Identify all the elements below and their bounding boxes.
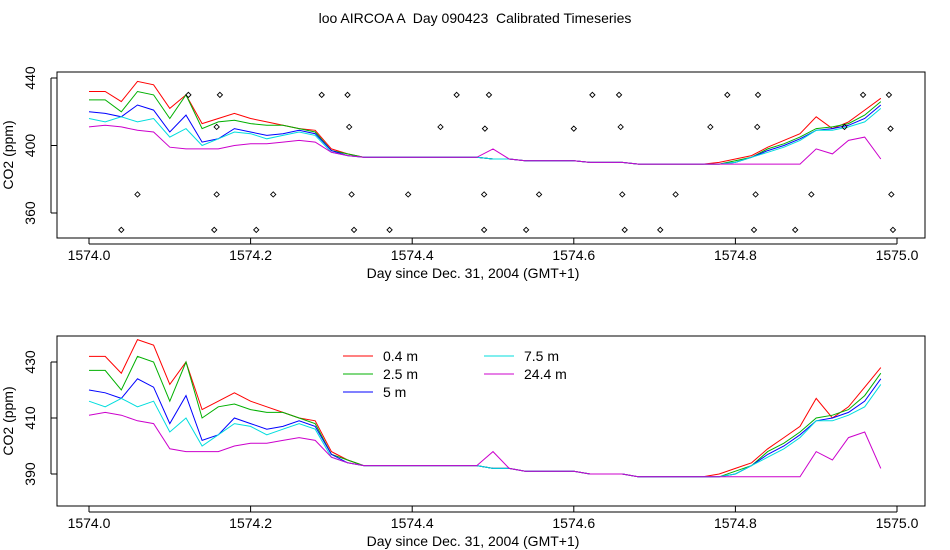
x-tick-label: 1574.2 [229,247,272,263]
x-tick-label: 1574.6 [552,247,595,263]
bottom-panel: 1574.0 1574.2 1574.4 1574.6 1574.8 1575.0 Day … [0,335,926,549]
scatter-point [859,91,867,99]
scatter-point [707,123,714,131]
scatter-point [888,191,895,198]
scatter-point [216,91,224,99]
scatter-point [589,91,596,99]
scatter-point [480,191,488,198]
series-line-7-5-m [88,384,882,478]
scatter-point [570,125,578,132]
x-tick-label: 1574.0 [68,515,111,531]
scatter-point [269,191,277,198]
scatter-point [386,226,393,234]
scatter-point [619,191,626,198]
series-line-5-m [88,378,882,478]
scatter-point [318,91,325,99]
scatter-point [213,191,220,198]
scatter-point [350,226,358,234]
scatter-point [887,125,894,132]
scatter-point [621,226,628,234]
scatter-point [437,123,444,131]
y-tick-label: 430 [22,350,38,374]
plot-frame [56,335,926,507]
x-tick-label: 1574.8 [714,247,757,263]
scatter-point [344,91,351,99]
series-group [88,338,882,478]
x-tick-label: 1575.0 [876,515,919,531]
y-tick-label: 400 [22,134,38,158]
scatter-point [253,226,260,234]
scatter-point [808,191,815,198]
legend-label-24-4-m: 24.4 m [524,366,567,382]
top-panel: 1574.0 1574.2 1574.4 1574.6 1574.8 1575.0 Day … [0,66,926,281]
x-tick-label: 1575.0 [876,247,919,263]
scatter-point [672,191,679,198]
series-line-24-4-m [88,124,882,165]
scatter-point [522,226,530,234]
x-tick-label: 1574.4 [391,247,434,263]
legend-label-5-m: 5 m [383,384,406,400]
x-tick-label: 1574.2 [229,515,272,531]
scatter-point [118,226,125,234]
series-line-7-5-m [88,108,882,165]
x-tick-label: 1574.4 [391,515,434,531]
y-axis-label: CO2 (ppm) [0,120,16,189]
y-tick-label: 390 [22,462,38,486]
scatter-point [480,226,488,234]
series-group [88,80,882,165]
scatter-point [348,191,355,198]
legend-label-7-5-m: 7.5 m [524,348,559,364]
y-axis-label: CO2 (ppm) [0,386,16,455]
scatter-point [453,91,460,99]
series-line-5-m [88,104,882,165]
chart-title: loo AIRCOA A Day 090423 Calibrated Times… [318,10,632,26]
scatter-point [889,226,897,234]
legend-label-0-4-m: 0.4 m [383,348,418,364]
plot-frame [56,71,926,239]
scatter-point [481,125,489,132]
scatter-point [485,91,493,99]
scatter-point [211,226,218,234]
scatter-point [657,226,664,234]
x-tick-label: 1574.8 [714,515,757,531]
scatter-point [615,91,623,99]
scatter-point [213,123,220,131]
x-tick-label: 1574.0 [68,247,111,263]
x-axis-label: Day since Dec. 31, 2004 (GMT+1) [367,265,580,281]
scatter-point [885,91,893,99]
x-axis-label: Day since Dec. 31, 2004 (GMT+1) [367,533,580,549]
y-tick-label: 410 [22,406,38,430]
scatter-point [535,191,543,198]
scatter-point [753,123,761,131]
scatter-point [134,191,141,198]
x-tick-label: 1574.6 [552,515,595,531]
legend-label-2-5-m: 2.5 m [383,366,418,382]
scatter-point [404,191,412,198]
scatter-point [185,91,192,99]
series-line-24-4-m [88,411,882,478]
scatter-point [752,191,759,198]
scatter-point [750,226,758,234]
scatter-point [724,91,731,99]
y-tick-label: 360 [22,201,38,225]
scatter-point [754,91,762,99]
scatter-point [841,123,848,131]
scatter-point [345,123,353,131]
y-tick-label: 440 [22,66,38,90]
scatter-point [617,123,624,131]
scatter-point [791,226,799,234]
